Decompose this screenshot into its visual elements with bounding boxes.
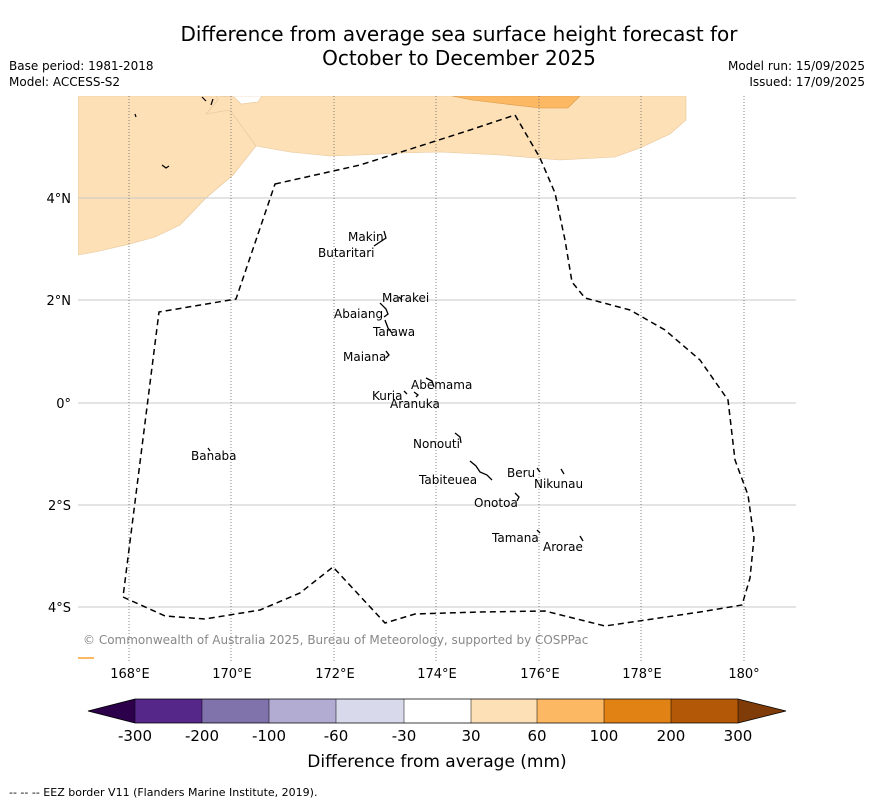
- island-label-abemama: Abemama: [411, 378, 472, 392]
- island-label-kuria: Kuria: [372, 389, 403, 403]
- model-name: Model: ACCESS-S2: [9, 75, 121, 89]
- lat-tick-2s: 2°S: [48, 499, 71, 514]
- map-area: Makin Butaritari Marakei Abaiang Tarawa …: [78, 96, 796, 661]
- colorbar-label: Difference from average (mm): [307, 752, 566, 772]
- sst-band-30-60: [78, 96, 687, 256]
- colorbar-band-1: [135, 699, 202, 723]
- colorbar-band-7: [537, 699, 604, 723]
- eez-footer-note: -- -- -- EEZ border V11 (Flanders Marine…: [9, 786, 318, 799]
- island-label-beru: Beru: [507, 466, 535, 480]
- meta-left: Base period: 1981-2018 Model: ACCESS-S2: [9, 58, 154, 90]
- colorbar-extend-high: [738, 699, 786, 723]
- island-label-abaiang: Abaiang: [334, 307, 383, 321]
- lon-tick-170e: 170°E: [212, 667, 252, 682]
- lat-tick-4s: 4°S: [48, 601, 71, 616]
- lon-tick-168e: 168°E: [110, 667, 150, 682]
- model-run: Model run: 15/09/2025: [727, 59, 865, 73]
- colorbar-band-3: [269, 699, 336, 723]
- eez-border: [122, 114, 755, 627]
- colorbar-tick-30: 30: [461, 727, 480, 745]
- island-label-makin: Makin: [348, 230, 384, 244]
- lon-tick-176e: 176°E: [520, 667, 560, 682]
- base-period: Base period: 1981-2018: [9, 59, 154, 73]
- island-label-onotoa: Onotoa: [474, 496, 518, 510]
- island-label-maiana: Maiana: [343, 350, 386, 364]
- title-line-1: Difference from average sea surface heig…: [180, 22, 738, 46]
- colorbar: -300 -200 -100 -60 -30 30 60 100 200 300…: [87, 698, 787, 772]
- lat-tick-2n: 2°N: [47, 294, 72, 309]
- colorbar-tick-m300: -300: [118, 727, 152, 745]
- colorbar-tick-m200: -200: [185, 727, 219, 745]
- northern-island-marks: [134, 96, 214, 169]
- colorbar-tick-300: 300: [724, 727, 753, 745]
- island-label-nikunau: Nikunau: [534, 477, 583, 491]
- island-label-tarawa: Tarawa: [372, 325, 415, 339]
- island-label-tamana: Tamana: [491, 531, 539, 545]
- colorbar-extend-low: [88, 699, 135, 723]
- issued-date: Issued: 17/09/2025: [749, 75, 865, 89]
- colorbar-tick-m100: -100: [252, 727, 286, 745]
- longitude-gridlines: [128, 96, 745, 661]
- colorbar-tick-200: 200: [657, 727, 686, 745]
- colorbar-band-9: [671, 699, 738, 723]
- lat-tick-4n: 4°N: [47, 192, 72, 207]
- island-label-banaba: Banaba: [191, 449, 237, 463]
- lon-tick-172e: 172°E: [315, 667, 355, 682]
- lon-tick-180: 180°: [728, 667, 759, 682]
- lon-tick-178e: 178°E: [622, 667, 662, 682]
- copyright-notice: © Commonwealth of Australia 2025, Bureau…: [83, 633, 588, 647]
- island-label-marakei: Marakei: [382, 291, 429, 305]
- colorbar-band-4: [336, 699, 404, 723]
- island-label-tabiteuea: Tabiteuea: [418, 473, 477, 487]
- colorbar-band-5: [404, 699, 471, 723]
- map-title: Difference from average sea surface heig…: [0, 22, 873, 70]
- colorbar-band-6: [471, 699, 537, 723]
- colorbar-tick-60: 60: [527, 727, 546, 745]
- island-label-nonouti: Nonouti: [413, 437, 460, 451]
- island-label-aranuka: Aranuka: [390, 397, 440, 411]
- latitude-gridlines: [78, 197, 796, 608]
- sst-band-60-100: [451, 96, 581, 109]
- title-line-2: October to December 2025: [322, 46, 596, 70]
- colorbar-tick-m30: -30: [392, 727, 417, 745]
- colorbar-band-8: [604, 699, 671, 723]
- lat-tick-0: 0°: [56, 397, 71, 412]
- island-label-butaritari: Butaritari: [318, 246, 375, 260]
- lon-tick-174e: 174°E: [417, 667, 457, 682]
- colorbar-band-2: [202, 699, 269, 723]
- meta-right: Model run: 15/09/2025 Issued: 17/09/2025: [728, 58, 865, 90]
- island-label-arorae: Arorae: [543, 540, 583, 554]
- island-outlines: [207, 230, 584, 542]
- corner-mark: [78, 657, 94, 659]
- colorbar-tick-m60: -60: [324, 727, 349, 745]
- colorbar-tick-100: 100: [590, 727, 619, 745]
